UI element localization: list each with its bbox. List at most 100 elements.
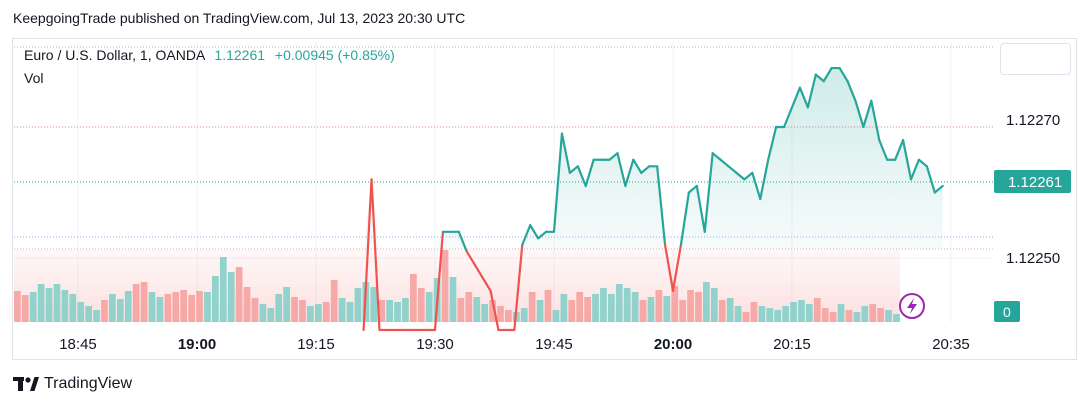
price-line-segment: [878, 139, 889, 161]
volume-bar: [560, 294, 568, 322]
volume-bar: [219, 257, 227, 322]
price-line-segment: [663, 243, 675, 292]
time-tick-label: 20:00: [654, 336, 692, 353]
volume-bar: [710, 288, 718, 322]
volume-bar: [481, 304, 488, 322]
price-line-segment: [790, 86, 802, 109]
price-line-segment: [925, 165, 936, 194]
volume-bar: [552, 310, 560, 322]
volume-bar: [29, 292, 37, 322]
price-line-segment: [640, 165, 651, 174]
volume-value-label-bg: [994, 301, 1020, 322]
volume-bar: [671, 286, 679, 322]
volume-bar: [148, 292, 156, 322]
price-line-segment: [465, 250, 476, 266]
volume-bar: [829, 312, 837, 322]
symbol-legend: Euro / U.S. Dollar, 1, OANDA 1.12261 +0.…: [24, 47, 395, 63]
volume-bar: [116, 299, 124, 322]
volume-bar: [164, 294, 172, 322]
volume-bar: [750, 302, 758, 322]
volume-bar: [497, 306, 504, 322]
volume-bar: [568, 300, 576, 322]
volume-bar: [322, 302, 330, 322]
volume-bar: [813, 298, 821, 322]
volume-bar: [465, 292, 473, 322]
volume-bar: [14, 291, 21, 322]
volume-bar: [330, 280, 338, 322]
chart-toolbar-box[interactable]: [1000, 43, 1071, 75]
price-line-segment: [838, 66, 849, 83]
volume-bar: [101, 300, 108, 322]
volume-bar: [267, 308, 275, 322]
price-line-segment: [632, 158, 643, 174]
volume-bar: [663, 296, 671, 322]
volume-bar: [885, 310, 892, 322]
price-line-segment: [529, 224, 540, 240]
volume-bar: [402, 298, 409, 322]
volume-bar: [354, 288, 362, 322]
above-baseline-area: [363, 68, 943, 249]
volume-bar: [172, 292, 180, 322]
volume-bar: [584, 297, 591, 322]
price-line-segment: [560, 132, 571, 174]
price-line-segment: [481, 276, 492, 292]
price-line-segment: [671, 243, 683, 292]
volume-bar: [45, 288, 53, 322]
volume-bar: [410, 274, 417, 322]
price-tick-label: 1.12250: [1006, 250, 1060, 267]
price-line-segment: [703, 152, 714, 233]
price-line-segment: [862, 99, 873, 129]
tradingview-logo-icon: [13, 377, 39, 391]
volume-bar: [124, 291, 132, 322]
time-tick-label: 20:15: [773, 336, 811, 353]
price-line-segment: [782, 106, 794, 129]
price-line-segment: [370, 178, 381, 332]
volume-bar: [600, 288, 607, 322]
price-line-segment: [584, 158, 595, 188]
time-tick-label: 18:45: [59, 336, 97, 353]
volume-bar: [473, 297, 481, 322]
volume-bar: [21, 295, 29, 322]
price-line-segment: [433, 230, 445, 332]
brand-name: TradingView: [44, 375, 133, 392]
volume-bar: [821, 308, 829, 322]
price-change: +0.00945 (+0.85%): [274, 47, 395, 63]
price-line-segment: [568, 165, 579, 174]
volume-bar: [615, 284, 623, 322]
price-line-segment: [521, 224, 532, 246]
volume-bar: [457, 298, 465, 322]
volume-bar: [370, 287, 378, 322]
volume-bar: [417, 288, 425, 322]
price-line-segment: [909, 158, 921, 181]
volume-bar: [156, 297, 164, 322]
price-line-segment: [735, 171, 746, 181]
price-line-segment: [798, 86, 809, 109]
volume-bar: [679, 300, 686, 322]
volume-bar: [299, 300, 306, 322]
volume-bar: [505, 310, 512, 322]
volume-bar: [528, 292, 536, 322]
price-line-segment: [695, 184, 706, 233]
price-line-segment: [457, 230, 468, 253]
price-line-segment: [743, 171, 754, 181]
price-line-segment: [616, 152, 627, 188]
price-line-segment: [608, 152, 619, 161]
price-line-segment: [656, 165, 667, 246]
price-line-segment: [362, 178, 373, 332]
tradingview-logo[interactable]: TradingView: [13, 375, 132, 393]
volume-bar: [861, 306, 869, 322]
price-line-segment: [727, 165, 738, 174]
volume-bar: [212, 276, 219, 322]
lightning-alert-icon: [899, 293, 925, 319]
price-line-segment: [537, 230, 548, 240]
volume-bar: [346, 302, 354, 322]
volume-bar: [536, 300, 544, 322]
last-price: 1.12261: [214, 47, 266, 63]
volume-bar: [251, 298, 259, 322]
volume-bar: [623, 288, 631, 322]
volume-bar: [592, 294, 599, 322]
volume-bar: [37, 284, 45, 322]
current-price-label-bg: [994, 170, 1071, 193]
price-line-segment: [552, 132, 564, 233]
